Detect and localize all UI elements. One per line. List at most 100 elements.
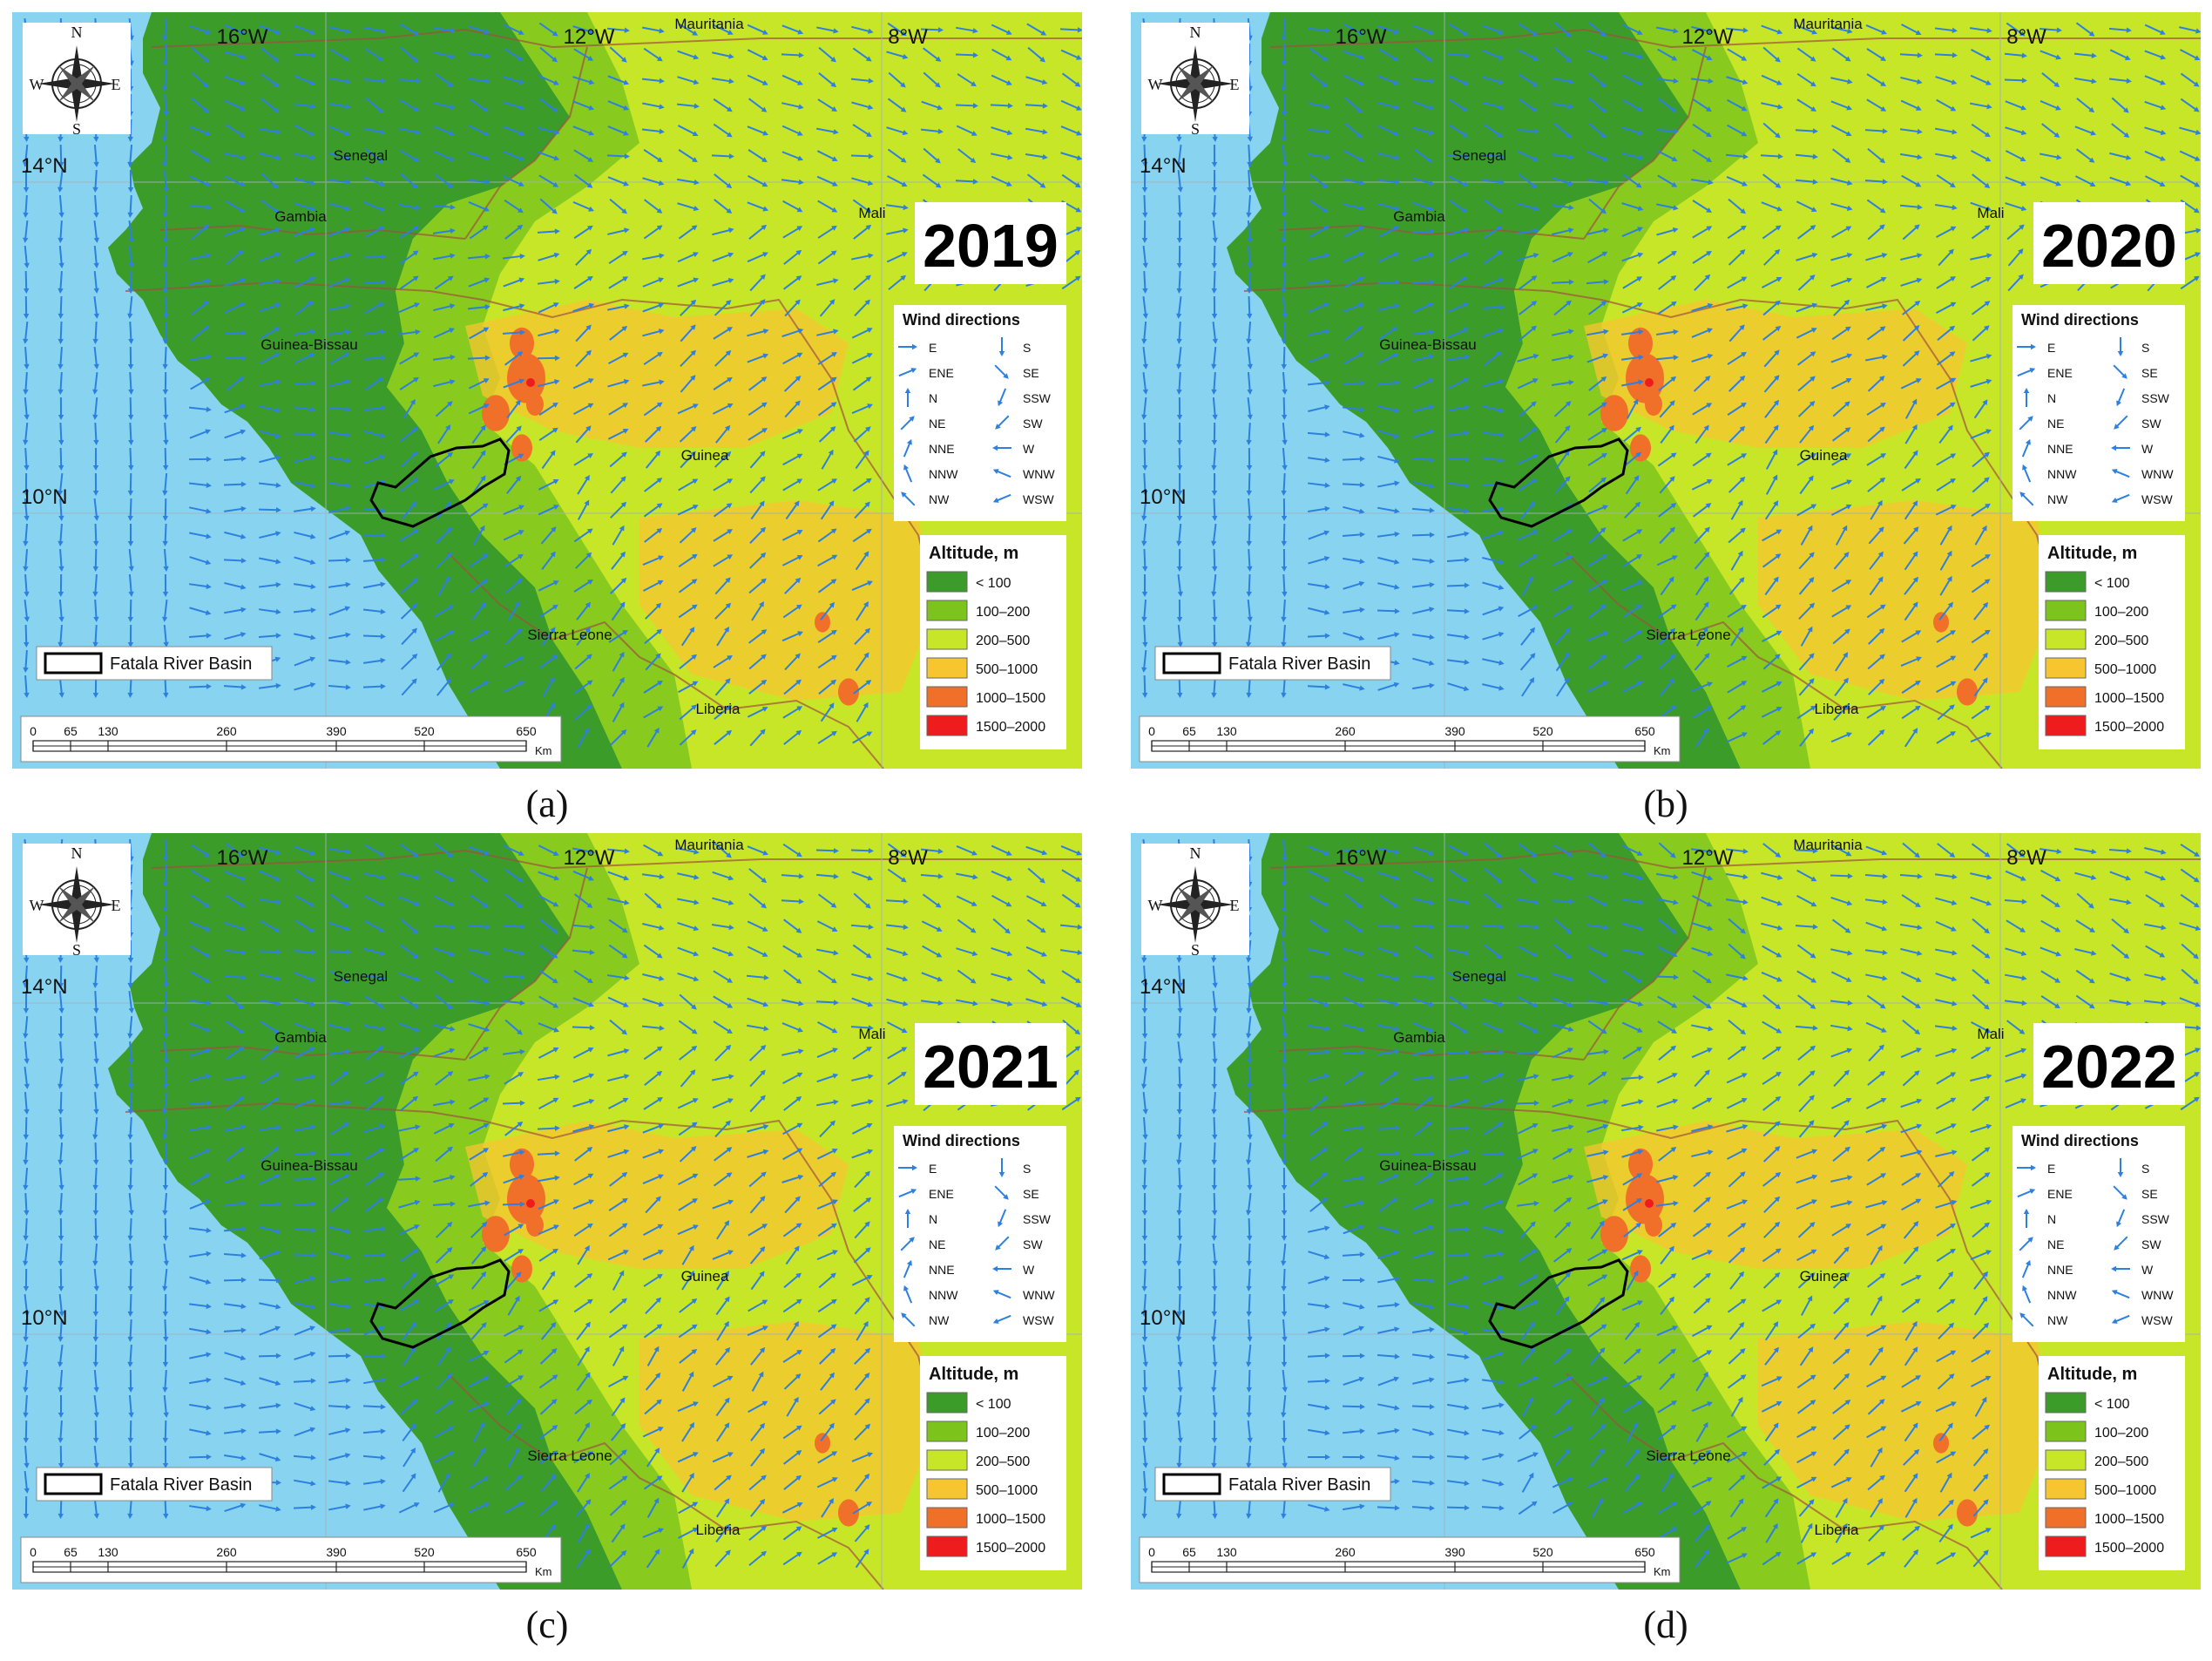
wind-arrow xyxy=(1447,531,1470,539)
wind-arrow xyxy=(1343,557,1365,565)
wind-arrow xyxy=(1307,482,1330,489)
wind-arrow xyxy=(468,403,490,415)
wind-legend-label: N xyxy=(929,391,937,405)
altitude-legend-label: 1500–2000 xyxy=(976,720,1045,735)
wind-arrow xyxy=(1446,1251,1470,1258)
country-label: Guinea xyxy=(681,1268,729,1285)
wind-arrow xyxy=(1308,153,1330,160)
wind-arrow xyxy=(259,379,281,387)
wind-arrow xyxy=(1343,1224,1365,1235)
wind-arrow xyxy=(1866,73,1886,86)
wind-arrow xyxy=(1059,949,1082,956)
wind-arrow xyxy=(362,1404,386,1410)
wind-arrow xyxy=(362,329,386,336)
wind-arrow xyxy=(471,475,486,495)
wind-arrow xyxy=(1411,329,1435,336)
wind-arrow xyxy=(293,431,316,437)
wind-arrow xyxy=(1764,424,1779,444)
wind-arrow xyxy=(1517,227,1539,235)
arrow-sw-icon xyxy=(995,1236,1010,1251)
wind-arrow xyxy=(644,892,662,909)
wind-arrow xyxy=(572,1025,595,1031)
wind-arrow xyxy=(1177,1167,1183,1190)
wind-arrow xyxy=(608,276,629,289)
wind-arrow xyxy=(1552,77,1574,85)
wind-arrow xyxy=(1865,921,1888,932)
wind-legend-title: Wind directions xyxy=(2021,1132,2139,1149)
wind-arrow xyxy=(1796,1249,1817,1261)
wind-arrow xyxy=(1869,551,1884,570)
wind-arrow xyxy=(714,173,733,189)
wind-arrow xyxy=(538,329,560,337)
wind-arrow xyxy=(365,148,384,164)
wind-legend-title: Wind directions xyxy=(2021,311,2139,329)
wind-arrow xyxy=(1518,554,1539,567)
wind-arrow xyxy=(1902,301,1921,315)
longitude-label: 12°W xyxy=(564,846,615,870)
wind-arrow xyxy=(854,627,871,646)
altitude-swatch xyxy=(2045,1392,2087,1414)
wind-arrow xyxy=(189,1124,212,1132)
wind-arrow xyxy=(1177,573,1183,597)
wind-arrow xyxy=(641,78,665,84)
wind-arrow xyxy=(127,1445,134,1468)
wind-arrow xyxy=(991,946,1013,957)
wind-arrow xyxy=(1061,970,1081,983)
wind-arrow xyxy=(782,1223,802,1237)
wind-arrow xyxy=(1830,1200,1853,1209)
scale-tick-label: 390 xyxy=(1444,724,1465,738)
wind-arrow xyxy=(224,607,247,614)
wind-arrow xyxy=(1447,1098,1470,1108)
wind-arrow xyxy=(782,1349,802,1363)
wind-arrow xyxy=(1343,1071,1363,1085)
wind-arrow xyxy=(782,1425,802,1440)
wind-arrow xyxy=(1903,1220,1919,1239)
wind-arrow xyxy=(1901,1173,1922,1186)
wind-arrow xyxy=(1900,99,1922,111)
wind-arrow xyxy=(607,75,630,85)
wind-arrow xyxy=(294,24,316,35)
wind-arrow xyxy=(435,993,454,1010)
altitude-swatch xyxy=(926,1507,968,1529)
wind-arrow xyxy=(402,1321,416,1341)
wind-arrow xyxy=(577,499,590,520)
wind-arrow xyxy=(1481,179,1505,185)
wind-arrow xyxy=(127,119,133,142)
wind-arrow xyxy=(293,52,316,58)
wind-arrow xyxy=(853,224,872,240)
wind-arrow xyxy=(1587,895,1608,907)
wind-arrow xyxy=(677,505,699,516)
wind-arrow xyxy=(1448,995,1469,1008)
wind-arrow xyxy=(1730,499,1743,520)
wind-arrow xyxy=(127,472,134,496)
wind-arrow xyxy=(92,1217,99,1241)
scale-tick-label: 390 xyxy=(326,724,347,738)
wind-arrow xyxy=(223,1327,247,1333)
wind-arrow xyxy=(328,871,351,881)
arrow-s-icon xyxy=(998,1158,1005,1177)
wind-arrow xyxy=(1864,949,1888,956)
wind-arrow xyxy=(1247,599,1253,622)
wind-arrow xyxy=(785,1245,800,1265)
wind-arrow xyxy=(1625,475,1640,495)
wind-arrow xyxy=(1025,127,1048,135)
latitude-label: 14°N xyxy=(1140,154,1187,178)
wind-arrow xyxy=(644,1070,663,1086)
wind-arrow xyxy=(643,402,663,417)
wind-arrow xyxy=(469,225,489,240)
wind-arrow xyxy=(1832,1146,1851,1163)
wind-arrow xyxy=(1025,103,1048,109)
wind-arrow xyxy=(713,327,734,340)
wind-arrow xyxy=(1141,1243,1148,1266)
wind-arrow xyxy=(1900,971,1922,982)
wind-arrow xyxy=(850,848,874,854)
wind-arrow xyxy=(1830,1175,1853,1183)
wind-arrow xyxy=(922,945,943,958)
wind-arrow xyxy=(1281,43,1288,66)
wind-arrow xyxy=(24,498,30,521)
wind-arrow xyxy=(1936,1298,1956,1313)
wind-arrow xyxy=(1587,1020,1607,1034)
wind-arrow xyxy=(538,505,559,516)
wind-arrow xyxy=(1377,531,1400,538)
